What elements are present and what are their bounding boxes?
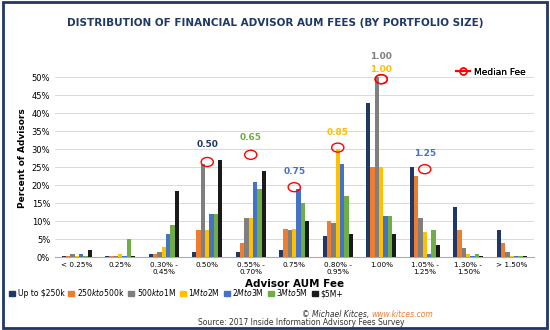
Bar [322,236,327,257]
Bar [196,230,201,257]
Bar [375,78,379,257]
Bar [505,252,509,257]
Bar [458,230,461,257]
Bar [201,164,205,257]
Bar [166,234,170,257]
Legend: Median Fee: Median Fee [453,64,529,80]
Bar [340,164,344,257]
Bar [123,256,127,257]
Bar [422,232,427,257]
Bar [157,252,162,257]
Legend: Up to $250k, $250k to $500k, $500k to $1M, $1M to $2M, $2M to $3M, $3M to $5M, $: Up to $250k, $250k to $500k, $500k to $1… [9,287,343,298]
Bar [475,254,479,257]
Bar [118,254,123,257]
Bar [249,218,253,257]
Bar [436,245,440,257]
Bar [66,256,70,257]
Text: 1.00: 1.00 [370,52,392,61]
Bar [470,256,475,257]
Bar [388,216,392,257]
Bar [522,256,527,257]
Bar [75,256,79,257]
Bar [331,223,335,257]
Bar [83,256,87,257]
Bar [105,256,109,257]
Text: DISTRIBUTION OF FINANCIAL ADVISOR AUM FEES (BY PORTFOLIO SIZE): DISTRIBUTION OF FINANCIAL ADVISOR AUM FE… [67,18,483,28]
Bar [379,167,383,257]
Bar [497,230,501,257]
Text: 0.65: 0.65 [240,133,262,142]
Bar [235,252,240,257]
Bar [296,189,301,257]
Bar [392,234,397,257]
Bar [479,256,483,257]
Bar [427,254,431,257]
Bar [410,167,414,257]
Text: 0.50: 0.50 [196,140,218,149]
Bar [162,247,166,257]
Bar [257,189,262,257]
Bar [62,256,66,257]
Bar [518,256,522,257]
Bar [253,182,257,257]
Bar [79,254,83,257]
Bar [205,230,210,257]
Bar [370,167,375,257]
Text: © Michael Kitces,: © Michael Kitces, [302,311,370,319]
Text: 0.75: 0.75 [283,167,305,177]
Bar [336,149,340,257]
Text: 1.25: 1.25 [414,149,436,158]
Bar [131,256,135,257]
Bar [414,177,418,257]
Bar [418,218,422,257]
Bar [305,221,310,257]
Bar [431,230,436,257]
Text: 1.00: 1.00 [370,65,392,74]
Bar [366,103,370,257]
Y-axis label: Percent of Advisors: Percent of Advisors [18,109,28,208]
Bar [262,171,266,257]
Bar [501,243,505,257]
Bar [461,248,466,257]
Bar [153,254,157,257]
X-axis label: Advisor AUM Fee: Advisor AUM Fee [245,280,344,289]
Bar [292,229,296,257]
Bar [240,243,244,257]
Bar [283,229,288,257]
Bar [192,252,196,257]
Bar [288,230,292,257]
Bar [383,216,388,257]
Bar [114,256,118,257]
Bar [453,207,458,257]
Bar [349,234,353,257]
Bar [175,191,179,257]
Bar [70,254,75,257]
Bar [509,256,514,257]
Bar [87,250,92,257]
Bar [327,221,331,257]
Text: 0.85: 0.85 [327,128,349,137]
Bar [218,160,222,257]
Bar [279,250,283,257]
Bar [214,214,218,257]
Text: Source: 2017 Inside Information Advisory Fees Survey: Source: 2017 Inside Information Advisory… [198,318,404,327]
Bar [210,214,214,257]
Bar [514,256,518,257]
Bar [344,196,349,257]
Bar [170,225,175,257]
Bar [466,254,470,257]
Bar [244,218,249,257]
Bar [126,239,131,257]
Bar [301,203,305,257]
Text: www.kitces.com: www.kitces.com [371,311,433,319]
Bar [109,256,114,257]
Bar [148,254,153,257]
